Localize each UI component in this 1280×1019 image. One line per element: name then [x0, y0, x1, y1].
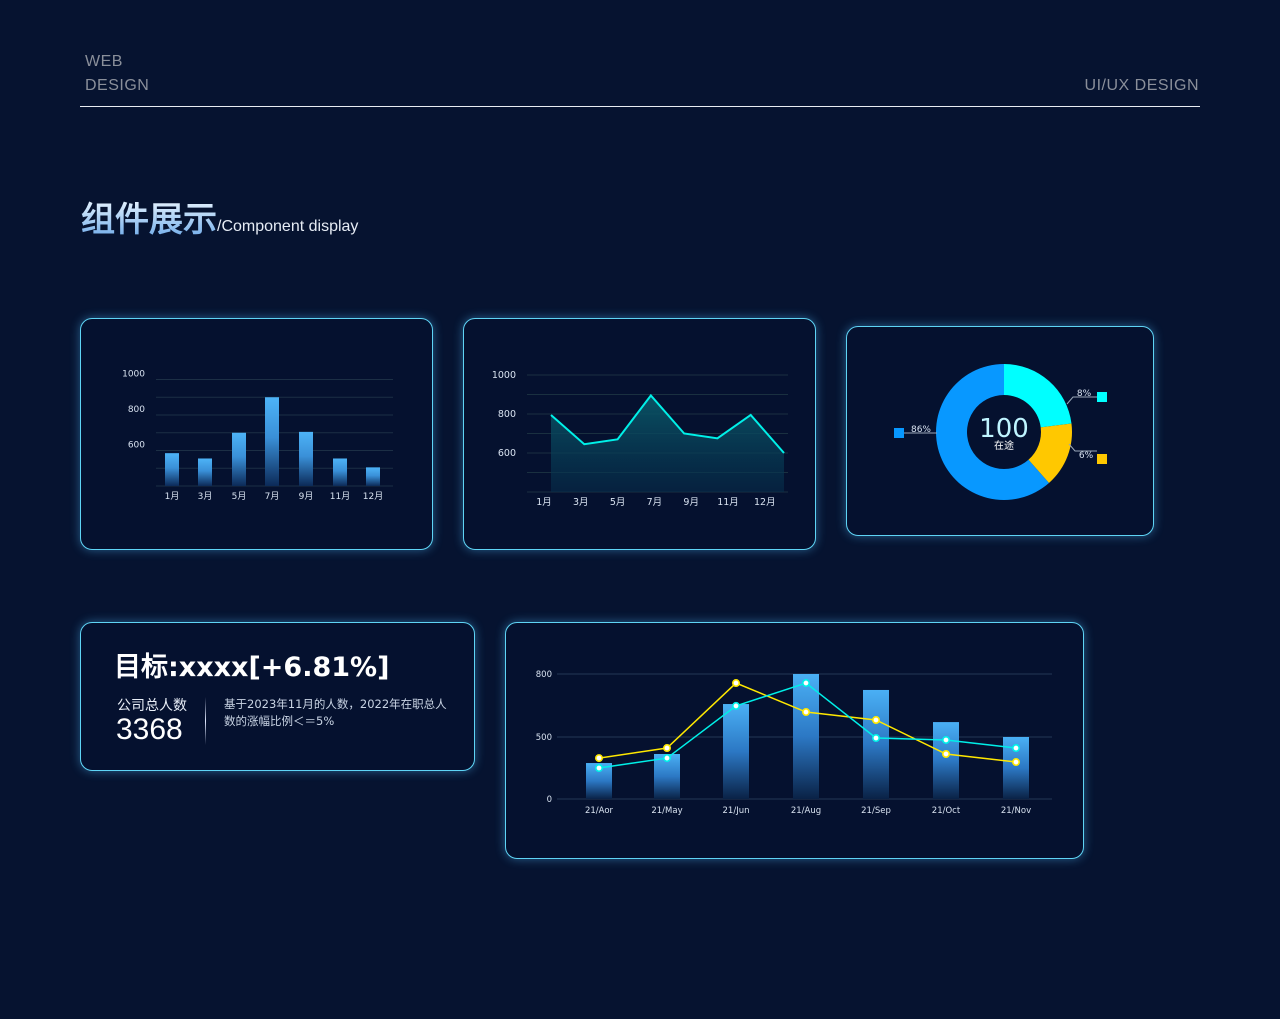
- kpi-card: 目标:xxxx[+6.81%] 公司总人数 3368 基于2023年11月的人数…: [80, 622, 475, 771]
- donut-center-value: 100: [979, 414, 1029, 444]
- x-tick-label: 9月: [683, 497, 699, 508]
- series-point: [801, 708, 810, 717]
- bar: [793, 674, 819, 799]
- series-point: [941, 749, 950, 758]
- x-tick-label: 7月: [265, 491, 280, 502]
- bar: [232, 432, 246, 486]
- bar-chart: 1000 800 600 1月 3月 5月 7月 9月 11月 12月: [122, 370, 393, 502]
- x-tick-label: 3月: [198, 491, 213, 502]
- series-point: [871, 733, 880, 742]
- series-point: [663, 754, 672, 763]
- combo-chart: 800 500 0 21/Aor 21/May 21/Jun 21/Aug 21/Sep 21/…: [536, 670, 1052, 816]
- header-web: WEB: [85, 53, 123, 70]
- x-tick-label: 21/Aug: [791, 806, 821, 816]
- bar: [165, 453, 179, 486]
- x-tick-label: 21/May: [651, 806, 682, 816]
- y-tick-label: 1000: [122, 370, 145, 380]
- x-tick-label: 21/Nov: [1001, 806, 1031, 816]
- donut-center-label: 在途: [994, 439, 1014, 452]
- donut-slice: [936, 364, 1049, 500]
- area-line: [550, 393, 785, 454]
- kpi-value: 3368: [116, 713, 183, 746]
- bar: [723, 704, 749, 799]
- x-tick-label: 3月: [573, 497, 589, 508]
- leader-line: [1068, 443, 1097, 452]
- x-tick-label: 1月: [536, 497, 552, 508]
- y-tick-label: 500: [536, 733, 552, 743]
- x-tick-label: 1月: [165, 491, 180, 502]
- bar: [333, 458, 347, 486]
- kpi-label: 公司总人数: [117, 698, 187, 714]
- series-point: [595, 754, 604, 763]
- y-tick-label: 0: [547, 795, 552, 805]
- bar: [366, 467, 380, 486]
- series-point: [732, 701, 741, 710]
- bar-chart-card: 1000 800 600 1月 3月 5月 7月 9月 11月 12月: [80, 318, 433, 550]
- series-point: [732, 679, 741, 688]
- bar: [198, 458, 212, 486]
- y-tick-label: 800: [536, 670, 552, 680]
- bar: [863, 689, 889, 799]
- x-tick-label: 9月: [299, 491, 314, 502]
- series-point: [595, 764, 604, 773]
- combo-chart-card: 800 500 0 21/Aor 21/May 21/Jun 21/Aug 21/Sep 21/…: [505, 622, 1084, 859]
- x-tick-label: 21/Sep: [861, 806, 891, 816]
- legend-square: [894, 428, 904, 438]
- kpi-divider: [205, 697, 206, 745]
- x-tick-label: 5月: [610, 497, 626, 508]
- y-tick-label: 600: [498, 448, 516, 459]
- legend-square: [1097, 392, 1107, 402]
- series-point: [941, 735, 950, 744]
- page-title: 组件展示/Component display: [81, 192, 358, 241]
- series-point: [1011, 744, 1020, 753]
- series-point: [1011, 758, 1020, 767]
- slice-label: 8%: [1077, 389, 1092, 399]
- area-fill: [551, 395, 784, 492]
- y-tick-label: 600: [128, 441, 145, 451]
- kpi-title: 目标:xxxx[+6.81%]: [114, 652, 390, 683]
- x-tick-label: 12月: [363, 491, 383, 502]
- donut-chart-card: 100 在途 8% 6% 86%: [846, 326, 1154, 536]
- series-point: [801, 679, 810, 688]
- y-tick-label: 800: [128, 405, 145, 415]
- bar: [299, 431, 313, 486]
- leader-line: [1066, 396, 1097, 405]
- slice-label: 86%: [911, 425, 931, 435]
- area-chart: 1000 800 600 1月 3月 5月 7月 9月 11月 12月: [492, 370, 788, 508]
- area-chart-card: 1000 800 600 1月 3月 5月 7月 9月 11月 12月: [463, 318, 816, 550]
- x-tick-label: 21/Oct: [932, 806, 961, 816]
- x-tick-label: 7月: [647, 497, 663, 508]
- header-divider: [80, 106, 1200, 107]
- kpi-note: 基于2023年11月的人数，2022年在职总人数的涨幅比例＜＝5%: [224, 697, 447, 728]
- x-tick-label: 11月: [330, 491, 350, 502]
- x-tick-label: 12月: [754, 497, 776, 508]
- y-tick-label: 1000: [492, 370, 516, 381]
- x-tick-label: 5月: [232, 491, 247, 502]
- donut-slice: [1028, 423, 1072, 484]
- bar: [265, 397, 279, 486]
- title-cn: 组件展示: [81, 200, 217, 240]
- bar: [933, 722, 959, 799]
- title-en: /Component display: [217, 218, 359, 235]
- header-uiux: UI/UX DESIGN: [1084, 77, 1199, 94]
- y-tick-label: 800: [498, 409, 516, 420]
- legend-square: [1097, 454, 1107, 464]
- header-design: DESIGN: [85, 77, 150, 94]
- x-tick-label: 21/Aor: [585, 806, 614, 816]
- series-point: [663, 744, 672, 753]
- x-tick-label: 21/Jun: [723, 806, 750, 816]
- donut-slice: [1004, 364, 1072, 428]
- series-point: [871, 715, 880, 724]
- x-tick-label: 11月: [717, 497, 739, 508]
- slice-label: 6%: [1079, 451, 1094, 461]
